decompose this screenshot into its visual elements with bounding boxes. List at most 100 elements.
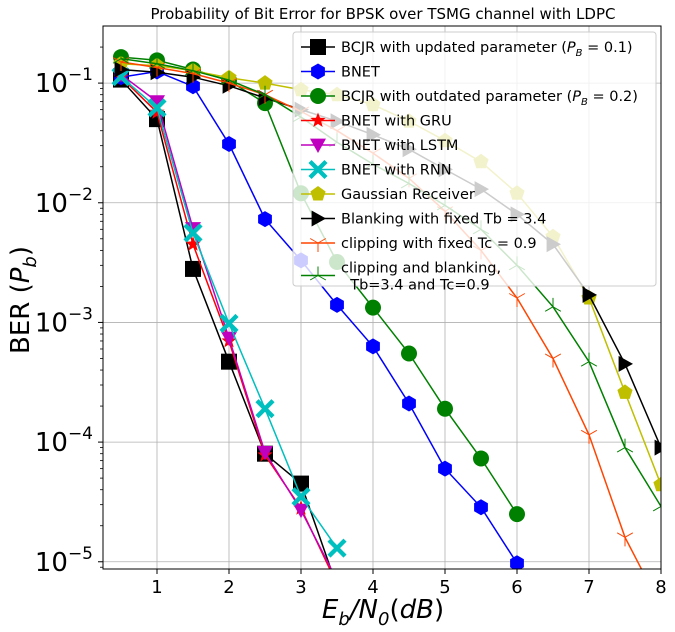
legend-label: clipping with fixed Tc = 0.9 — [341, 236, 537, 252]
legend-item-2: BCJR with outdated parameter (PB = 0.2) — [301, 88, 638, 108]
data-point — [221, 353, 237, 370]
data-point — [330, 296, 344, 313]
y-axis-label: BER (Pb) — [6, 246, 41, 354]
data-point — [402, 395, 416, 412]
chart-title: Probability of Bit Error for BPSK over T… — [151, 5, 616, 23]
legend-label: BCJR with outdated parameter (PB = 0.2) — [341, 89, 638, 108]
legend-marker — [310, 112, 326, 127]
y-tick-label: 10−4 — [35, 424, 93, 458]
data-point — [329, 574, 345, 588]
legend-box — [292, 31, 657, 287]
data-point — [580, 429, 598, 444]
data-point — [114, 61, 129, 78]
data-point — [185, 260, 201, 277]
data-point — [149, 104, 165, 119]
data-point — [293, 503, 309, 519]
x-tick-label: 4 — [367, 577, 378, 598]
legend-marker — [309, 238, 327, 252]
data-point — [401, 345, 417, 362]
data-point — [220, 78, 238, 93]
data-point — [366, 338, 380, 355]
x-tick-label: 2 — [223, 577, 234, 598]
data-point — [365, 299, 381, 316]
data-point — [329, 579, 345, 595]
legend-marker — [311, 210, 326, 227]
data-point — [112, 49, 130, 64]
data-point — [257, 446, 273, 461]
data-point — [184, 61, 202, 76]
data-point — [473, 450, 489, 467]
data-point — [616, 532, 634, 547]
x-axis-label: Eb/N0(dB) — [322, 595, 444, 630]
data-point — [652, 497, 661, 512]
data-point — [258, 211, 272, 228]
legend-item-9: clipping and blanking, Tb=3.4 and Tc=0.9 — [301, 261, 501, 294]
data-point — [222, 136, 236, 152]
data-point — [150, 64, 165, 81]
y-tick-label: 10−2 — [35, 185, 93, 219]
x-tick-label: 6 — [511, 577, 522, 598]
data-point — [219, 313, 239, 334]
data-point — [329, 576, 344, 590]
data-point — [149, 95, 165, 110]
data-point — [327, 538, 347, 558]
legend-marker — [311, 63, 325, 80]
data-point — [255, 399, 275, 419]
data-point — [474, 499, 488, 516]
data-point — [221, 331, 237, 347]
plot-area-frame — [102, 25, 662, 570]
legend-item-0: BCJR with updated parameter (PB = 0.1) — [301, 39, 633, 59]
y-tick-label: 10−1 — [35, 65, 93, 99]
x-axis-ticks: 1 2 3 4 5 6 7 8 — [151, 569, 667, 598]
legend-item-6: Gaussian Receiver — [301, 186, 475, 203]
legend-label: BNET with RNN — [341, 163, 452, 179]
data-point — [185, 222, 201, 237]
legend-label: BCJR with updated parameter (PB = 0.1) — [341, 40, 633, 59]
legend-label: clipping and blanking, Tb=3.4 and Tc=0.9 — [341, 261, 501, 294]
x-tick-label: 5 — [439, 577, 450, 598]
data-point — [148, 54, 166, 69]
data-point — [437, 400, 453, 417]
data-point — [510, 555, 524, 569]
legend-marker — [310, 88, 326, 104]
legend-item-3: BNET with GRU — [301, 112, 452, 130]
legend-marker — [310, 186, 326, 201]
data-point — [509, 506, 525, 523]
data-point — [257, 75, 273, 90]
legend-label: BNET with LSTM — [341, 138, 458, 154]
data-point — [616, 438, 634, 453]
data-point — [291, 487, 311, 507]
data-point — [617, 384, 633, 399]
data-point — [544, 353, 562, 368]
legend: BCJR with updated parameter (PB = 0.1) BN… — [292, 31, 657, 294]
legend-label: Gaussian Receiver — [341, 187, 475, 203]
x-tick-label: 7 — [583, 577, 594, 598]
data-point — [220, 71, 238, 86]
data-point — [582, 286, 597, 303]
data-point — [653, 476, 661, 492]
y-tick-label: 10−3 — [35, 304, 93, 338]
data-point — [653, 602, 669, 616]
legend-label: Blanking with fixed Tb = 3.4 — [341, 212, 546, 228]
series-5 — [111, 67, 347, 558]
legend-item-1: BNET — [301, 63, 380, 81]
data-point — [185, 236, 201, 251]
legend-label: BNET — [341, 65, 380, 81]
data-point — [508, 293, 526, 308]
data-point — [183, 223, 203, 243]
data-point — [256, 85, 274, 100]
legend-item-8: clipping with fixed Tc = 0.9 — [301, 236, 537, 252]
legend-marker — [309, 266, 327, 281]
data-point — [544, 297, 562, 312]
legend-marker — [310, 39, 326, 55]
x-tick-label: 3 — [295, 577, 306, 598]
data-point — [438, 460, 452, 477]
data-point — [654, 439, 661, 456]
x-tick-label: 8 — [655, 577, 666, 598]
data-point — [580, 352, 598, 367]
legend-item-4: BNET with LSTM — [301, 138, 458, 154]
data-point — [147, 98, 167, 118]
legend-label: BNET with GRU — [341, 114, 452, 130]
legend-marker — [308, 159, 328, 180]
